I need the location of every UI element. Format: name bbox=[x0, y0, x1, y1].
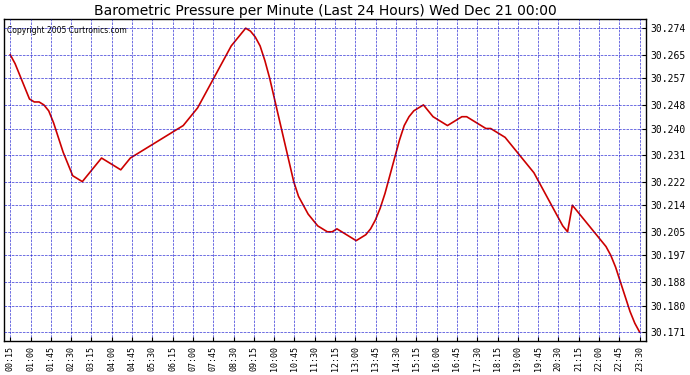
Text: Copyright 2005 Curtronics.com: Copyright 2005 Curtronics.com bbox=[8, 26, 127, 35]
Title: Barometric Pressure per Minute (Last 24 Hours) Wed Dec 21 00:00: Barometric Pressure per Minute (Last 24 … bbox=[94, 4, 556, 18]
